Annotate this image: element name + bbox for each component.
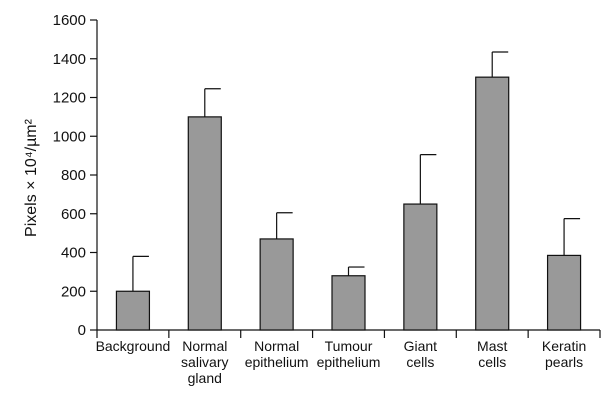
bar [259,238,294,331]
bars [115,76,582,331]
y-axis-ticks: 0 200 400 600 800 1000 1200 1400 1600 [53,12,97,339]
y-tick-label: 800 [61,167,86,184]
y-tick-label: 600 [61,206,86,223]
bar [331,275,366,331]
error-bars [132,51,581,292]
y-tick-label: 1400 [53,51,86,68]
bar [546,254,582,331]
y-tick-label: 1200 [53,90,86,107]
bar [115,290,151,331]
y-tick-label: 200 [61,283,86,300]
x-tick-label: Background [96,338,171,354]
y-axis-label: Pixels × 10⁴/µm² [23,118,40,237]
x-tick-label: Giant cells [404,338,438,370]
x-tick-label: Keratin pearls [542,338,586,370]
y-tick-label: 1600 [53,12,86,29]
bar [187,116,222,331]
x-tick-label: Normal epithelium [245,338,309,370]
x-tick-label: Tumour epithelium [317,338,381,370]
y-tick-label: 400 [61,245,86,262]
y-tick-label: 0 [78,322,86,339]
bar [475,76,510,331]
y-tick-label: 1000 [53,128,86,145]
bar [403,203,438,331]
x-axis-labels: Background Normal salivary gland Normal epith… [96,338,587,386]
x-tick-label: Normal salivary gland [181,338,228,386]
x-tick-label: Mast cells [477,338,507,370]
